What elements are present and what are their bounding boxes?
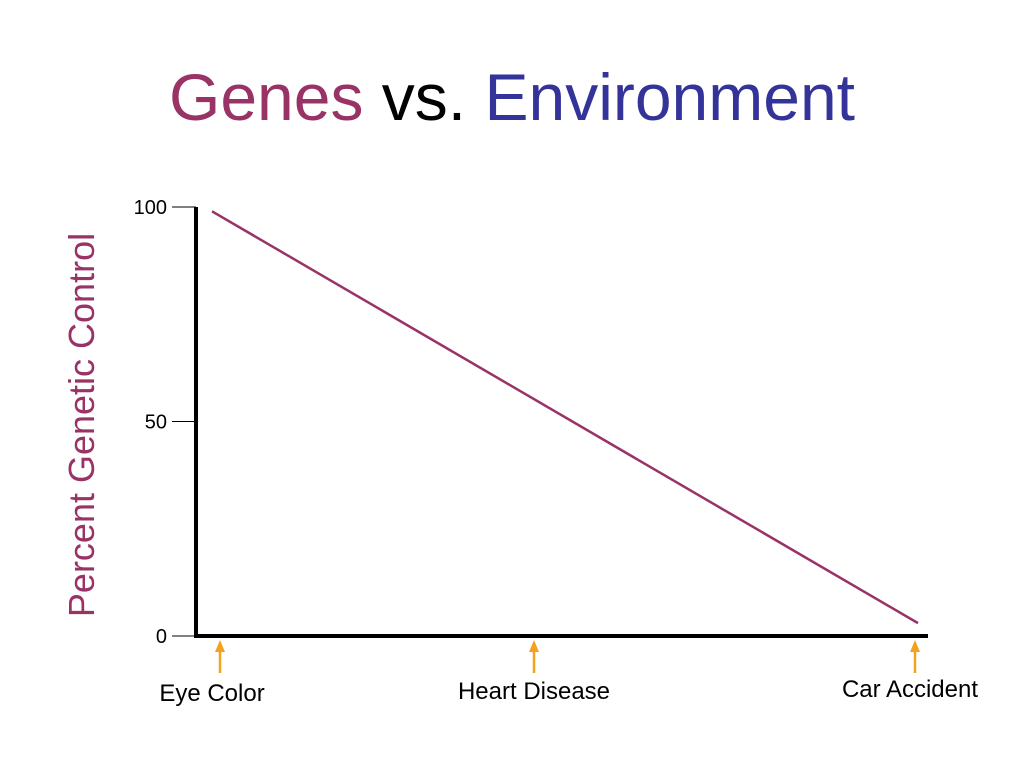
title-genes: Genes bbox=[168, 60, 364, 134]
chart-series bbox=[211, 210, 919, 625]
arrow-head-icon bbox=[215, 640, 225, 652]
title-vs: vs. bbox=[381, 60, 467, 134]
category-label-0: Eye Color bbox=[159, 680, 264, 707]
y-axis-title: Percent Genetic Control bbox=[61, 233, 102, 617]
y-tick-label-50: 50 bbox=[145, 412, 167, 434]
category-markers: Eye Color Heart Disease Car Accident bbox=[159, 640, 978, 707]
y-tick-label-0: 0 bbox=[156, 626, 167, 648]
chart-axes bbox=[194, 207, 928, 638]
category-marker-0: Eye Color bbox=[159, 640, 265, 707]
slide-title: Genes vs. Environment bbox=[0, 52, 1024, 142]
series-line-0 bbox=[211, 210, 919, 625]
title-environment: Environment bbox=[484, 60, 855, 134]
arrow-head-icon bbox=[910, 640, 920, 652]
category-label-1: Heart Disease bbox=[458, 678, 610, 705]
arrow-head-icon bbox=[529, 640, 539, 652]
y-tick-label-100: 100 bbox=[134, 197, 167, 219]
category-marker-1: Heart Disease bbox=[458, 640, 610, 705]
category-marker-2: Car Accident bbox=[842, 640, 978, 703]
y-axis-ticks: 0 50 100 bbox=[134, 197, 196, 648]
category-label-2: Car Accident bbox=[842, 676, 978, 703]
